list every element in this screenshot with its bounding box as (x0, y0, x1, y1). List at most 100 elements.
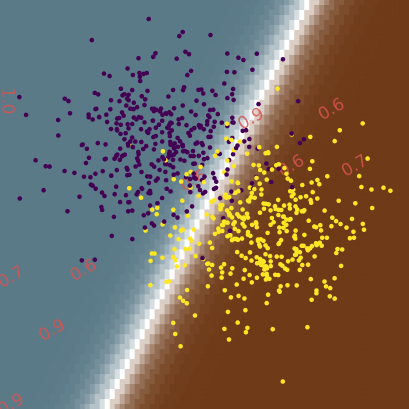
surface-cell (284, 239, 290, 245)
surface-cell (354, 169, 360, 176)
surface-cell (399, 114, 405, 121)
surface-cell (284, 279, 290, 285)
surface-cell (339, 229, 345, 236)
surface-cell (369, 0, 375, 6)
surface-cell (294, 114, 300, 121)
surface-cell (169, 94, 176, 101)
surface-cell (359, 44, 365, 51)
surface-cell (49, 34, 56, 41)
surface-cell (0, 159, 6, 166)
surface-cell (304, 44, 310, 51)
surface-cell (364, 24, 370, 31)
surface-cell (389, 204, 395, 211)
surface-cell (114, 159, 121, 166)
surface-cell (244, 44, 250, 51)
surface-cell (234, 14, 241, 21)
surface-cell (289, 229, 295, 236)
surface-cell (319, 104, 325, 111)
surface-cell (74, 244, 81, 250)
surface-cell (74, 264, 81, 270)
surface-cell (159, 114, 166, 121)
surface-cell (279, 129, 285, 136)
surface-cell (354, 289, 360, 295)
surface-cell (304, 4, 310, 11)
surface-cell (44, 89, 51, 96)
surface-cell (289, 49, 295, 56)
surface-cell (169, 169, 176, 176)
surface-cell (174, 289, 181, 295)
surface-cell (329, 274, 335, 280)
surface-cell (309, 294, 315, 300)
surface-cell (134, 169, 141, 176)
surface-cell (94, 249, 101, 255)
surface-cell (394, 0, 400, 6)
surface-cell (134, 124, 141, 131)
surface-cell (169, 179, 176, 186)
surface-cell (399, 129, 405, 136)
surface-cell (49, 39, 56, 46)
surface-cell (24, 34, 31, 41)
surface-cell (69, 264, 76, 270)
surface-cell (154, 244, 161, 250)
surface-cell (384, 24, 390, 31)
surface-cell (124, 254, 131, 260)
surface-cell (159, 269, 166, 275)
surface-cell (264, 279, 270, 285)
surface-cell (0, 214, 6, 221)
surface-cell (244, 29, 250, 36)
surface-cell (369, 254, 375, 260)
surface-cell (94, 174, 101, 181)
surface-cell (194, 14, 201, 21)
surface-cell (34, 289, 41, 295)
surface-cell (99, 194, 106, 201)
surface-cell (339, 189, 345, 196)
surface-cell (119, 24, 126, 31)
surface-cell (379, 9, 385, 16)
surface-cell (204, 249, 211, 255)
surface-cell (319, 219, 325, 226)
surface-cell (399, 234, 405, 241)
surface-cell (319, 199, 325, 206)
surface-cell (164, 69, 171, 76)
surface-cell (319, 139, 325, 146)
surface-cell (199, 279, 206, 285)
surface-cell (179, 169, 186, 176)
surface-cell (339, 29, 345, 36)
surface-cell (4, 104, 11, 111)
surface-cell (124, 204, 131, 211)
surface-cell (169, 44, 176, 51)
surface-cell (169, 234, 176, 241)
surface-cell (39, 149, 46, 156)
surface-cell (0, 174, 6, 181)
surface-cell (314, 259, 320, 265)
surface-cell (374, 104, 380, 111)
surface-cell (49, 114, 56, 121)
surface-cell (34, 0, 41, 6)
surface-cell (129, 14, 136, 21)
surface-cell (119, 119, 126, 126)
surface-cell (324, 194, 330, 201)
surface-cell (119, 299, 126, 305)
surface-cell (289, 159, 295, 166)
surface-cell (289, 164, 295, 171)
surface-cell (369, 79, 375, 86)
surface-cell (319, 164, 325, 171)
surface-cell (64, 224, 71, 231)
surface-cell (364, 49, 370, 56)
surface-cell (154, 239, 161, 245)
surface-cell (299, 149, 305, 156)
surface-cell (234, 119, 241, 126)
surface-cell (64, 299, 71, 305)
surface-cell (379, 269, 385, 275)
surface-cell (14, 4, 21, 11)
surface-cell (179, 244, 186, 250)
surface-cell (214, 59, 221, 66)
surface-cell (24, 224, 31, 231)
surface-cell (199, 134, 206, 141)
surface-cell (334, 169, 340, 176)
surface-cell (344, 184, 350, 191)
surface-cell (179, 4, 186, 11)
surface-cell (59, 44, 66, 51)
surface-cell (274, 244, 280, 250)
surface-cell (249, 169, 255, 176)
